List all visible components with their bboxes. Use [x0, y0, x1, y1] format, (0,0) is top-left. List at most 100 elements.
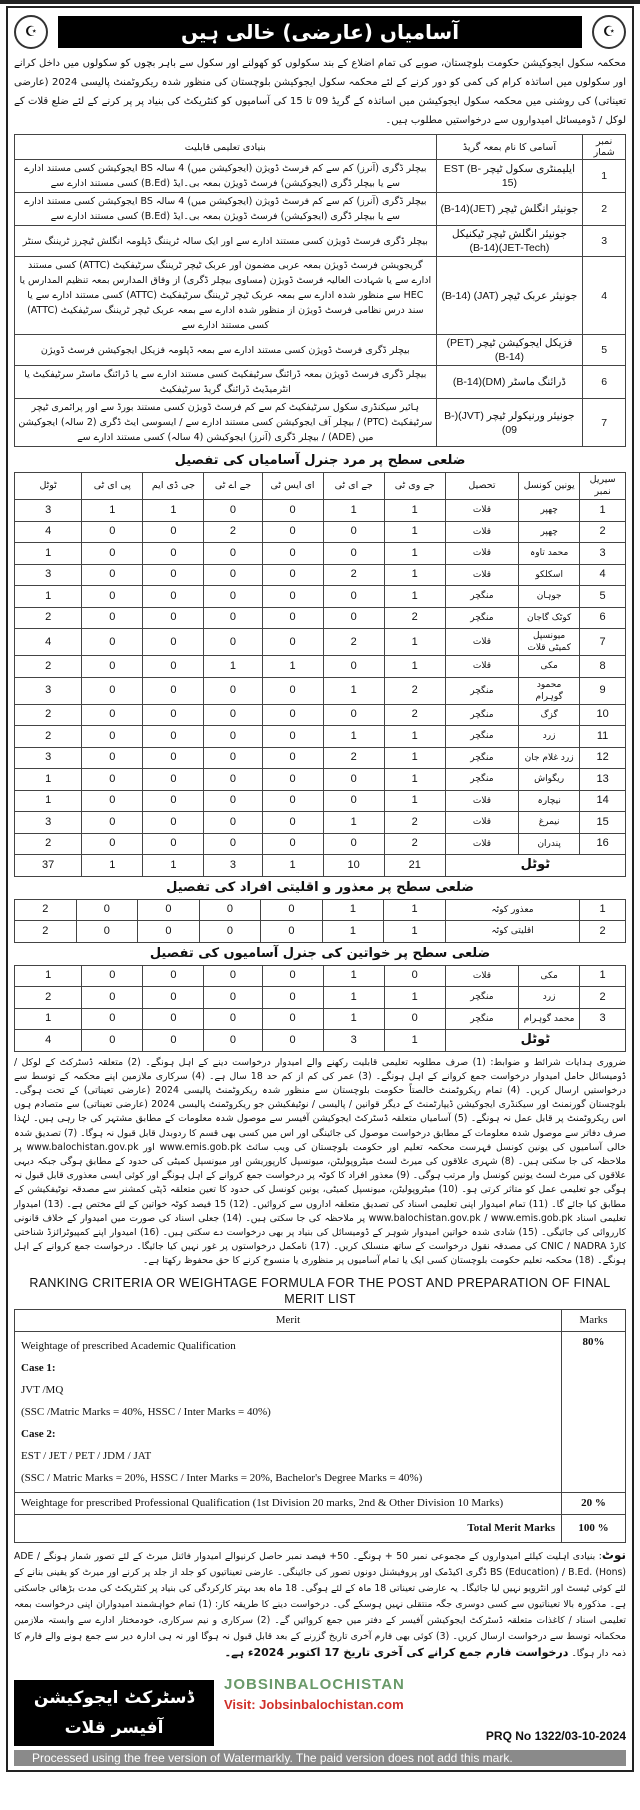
table-cell: 0: [203, 1007, 263, 1030]
merit-table: Merit Marks Weightage of prescribed Acade…: [14, 1308, 626, 1543]
table-cell: 0: [142, 676, 205, 705]
table-cell: 2: [383, 832, 446, 855]
table-cell: 2: [322, 563, 385, 586]
table-cell: 1: [383, 520, 446, 543]
table-cell: قلات: [444, 499, 520, 522]
instructions-text: ضروری ہدایات شرائط و ضوابط: (1) صرف مطلو…: [14, 1056, 627, 1267]
watermark-bar: Processed using the free version of Wate…: [14, 1749, 626, 1766]
table-cell: 2: [383, 811, 446, 834]
table-cell: 0: [261, 789, 324, 812]
table-cell: 0: [142, 563, 205, 586]
table-cell: 0: [81, 703, 144, 726]
total-cell: 0: [81, 1029, 144, 1052]
table-cell: 4: [579, 563, 626, 586]
total-cell: 37: [13, 854, 83, 877]
table-cell: 0: [81, 520, 144, 543]
total-cell: 10: [322, 854, 385, 877]
table-cell: 0: [261, 964, 324, 987]
table-cell: 2: [322, 746, 385, 769]
table-cell: 1: [13, 1007, 83, 1030]
table-cell: 0: [203, 832, 263, 855]
government-logo-right: ☪: [592, 15, 626, 49]
serial-number: 6: [582, 365, 626, 399]
table-cell: 0: [261, 542, 324, 565]
table-cell: 2: [579, 986, 626, 1009]
table-cell: 0: [322, 542, 385, 565]
table-cell: 1: [13, 789, 83, 812]
table-cell: قلات: [444, 832, 520, 855]
total-cell: 3: [203, 854, 263, 877]
table-cell: زرد: [518, 986, 581, 1009]
table-cell: 1: [321, 898, 385, 921]
column-header: جے ای ٹی: [322, 472, 385, 500]
government-logo-left: ☪: [14, 15, 48, 49]
table-cell: 0: [261, 499, 324, 522]
table-cell: 0: [81, 725, 144, 748]
table-cell: 1: [322, 811, 385, 834]
table-cell: 1: [81, 499, 144, 522]
column-header: ای ایس ٹی: [261, 472, 324, 500]
table-cell: محمد تاوہ: [518, 542, 581, 565]
table-cell: پندران: [518, 832, 581, 855]
column-header: جی ڈی ایم: [142, 472, 205, 500]
case2-formula: (SSC / Matric Marks = 20%, HSSC / Inter …: [21, 1471, 423, 1484]
visit-watermark: Visit: Jobsinbalochistan.com: [224, 1696, 404, 1712]
table-cell: جوہان: [518, 585, 581, 608]
table-cell: 2: [13, 725, 83, 748]
table-cell: 1: [203, 655, 263, 678]
table-cell: 0: [142, 703, 205, 726]
post-row: 3 جونیئر انگلش ٹیچر ٹیکنیکل (JET-Tech)(B-…: [14, 225, 626, 257]
table-row: 8 مکی قلات 1 0 1 1 0 0 2: [13, 655, 626, 678]
table-cell: 0: [203, 768, 263, 791]
male-vacancies-table: سیریل نمبر یونین کونسل تحصیل جے وی ٹی جے ای …: [13, 472, 627, 877]
table-cell: 0: [261, 1007, 324, 1030]
table-cell: منگچر: [444, 725, 520, 748]
column-header: پی ای ٹی: [81, 472, 144, 500]
office-line-1: ڈسٹرکٹ ایجوکیشن: [33, 1687, 195, 1708]
academic-marks: 80%: [561, 1330, 626, 1493]
note-text: : بنیادی اہلیت کیلئے امیدواروں کے مجموعی…: [14, 1550, 626, 1659]
table-cell: 0: [142, 606, 205, 629]
total-label: Total Merit Marks: [14, 1513, 562, 1543]
col-post: آسامی کا نام بمعہ گریڈ: [435, 134, 584, 160]
table-cell: 0: [81, 832, 144, 855]
table-cell: 2: [579, 520, 626, 543]
table-cell: 3: [579, 542, 626, 565]
table-cell: 0: [142, 1007, 205, 1030]
total-cell: 1: [261, 854, 324, 877]
serial-number: 1: [582, 159, 626, 193]
table-cell: 0: [261, 628, 324, 656]
table-cell: زرد غلام جان: [518, 746, 581, 769]
table-cell: 0: [81, 789, 144, 812]
post-row: 6 ڈرائنگ ماسٹر (DM)(B-14) بیچلر ڈگری فرسٹ …: [14, 365, 626, 399]
header: ☪ آسامیاں (عارضی) خالی ہیں ☪: [14, 14, 626, 50]
table-cell: قلات: [444, 520, 520, 543]
total-cell: 1: [383, 1029, 446, 1052]
table-cell: 0: [322, 585, 385, 608]
table-cell: چھپر: [518, 499, 581, 522]
table-cell: چھپر: [518, 520, 581, 543]
table-cell: مکی: [518, 655, 581, 678]
posts-table: نمبر شمار آسامی کا نام بمعہ گریڈ بنیادی …: [14, 134, 626, 447]
total-label: ٹوٹل: [444, 854, 627, 877]
table-cell: قلات: [444, 789, 520, 812]
table-cell: 1: [383, 725, 446, 748]
table-cell: 0: [81, 746, 144, 769]
table-cell: 0: [142, 746, 205, 769]
total-row: ٹوٹل 21 10 1 3 1 1 37: [13, 854, 627, 877]
serial-number: 3: [582, 225, 626, 257]
total-cell: 3: [322, 1029, 385, 1052]
table-cell: منگچر: [444, 746, 520, 769]
post-row: 7 جونیئر ورنیکولر ٹیچر (JVT)(B-09) ہائیر س…: [14, 398, 626, 447]
table-row: 13 ریگواش منگچر 1 0 0 0 0 0 1: [13, 768, 626, 791]
page-title: آسامیاں (عارضی) خالی ہیں: [58, 16, 582, 48]
table-cell: 1: [322, 499, 385, 522]
table-cell: 0: [383, 964, 446, 987]
table-cell: 8: [579, 655, 626, 678]
table-cell: مکی: [518, 964, 581, 987]
table-cell: 0: [203, 964, 263, 987]
table-cell: قلات: [444, 811, 520, 834]
post-name: جونیئر ورنیکولر ٹیچر (JVT)(B-09): [435, 398, 584, 447]
table-cell: 0: [81, 563, 144, 586]
total-marks: 100 %: [561, 1513, 626, 1543]
